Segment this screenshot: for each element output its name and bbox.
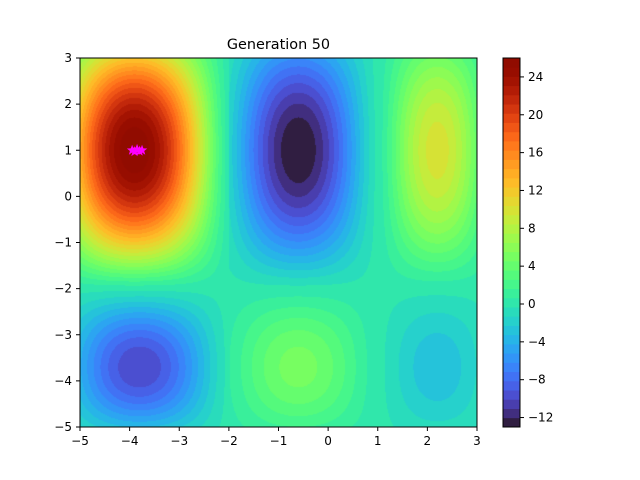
- y-tick-label: 0: [64, 189, 72, 203]
- colorbar-level: [503, 390, 520, 400]
- y-tick-label: 2: [64, 97, 72, 111]
- colorbar-tick-label: −4: [528, 335, 546, 349]
- population-star: [126, 144, 138, 155]
- contour-plot-area: [80, 58, 477, 427]
- y-tick-label: 3: [64, 51, 72, 65]
- colorbar-level: [503, 196, 520, 207]
- colorbar-tick-label: 0: [528, 297, 536, 311]
- colorbar-level: [503, 362, 520, 373]
- colorbar-frame: [502, 57, 521, 428]
- x-tick-label: 1: [374, 434, 382, 448]
- chart-title: Generation 50: [227, 37, 330, 53]
- colorbar-level: [503, 279, 520, 290]
- y-tick-label: −3: [54, 328, 72, 342]
- colorbar-level: [503, 325, 520, 336]
- colorbar-level: [503, 214, 520, 225]
- x-tick-label: 2: [424, 434, 432, 448]
- y-tick-label: 1: [64, 143, 72, 157]
- y-axis: −5 −4 −3 −2 −1 0 1 2 3: [54, 51, 80, 434]
- colorbar-level: [503, 177, 520, 188]
- colorbar-level: [503, 67, 520, 77]
- colorbar-level: [503, 371, 520, 382]
- colorbar-level: [503, 131, 520, 142]
- colorbar-level: [503, 150, 520, 160]
- population-star: [129, 146, 140, 157]
- colorbar-level: [503, 270, 520, 280]
- y-tick-label: −5: [54, 420, 72, 434]
- colorbar-tick-label: 4: [528, 259, 536, 273]
- colorbar-level: [503, 104, 520, 114]
- colorbar-level: [503, 224, 520, 234]
- colorbar-level: [503, 260, 520, 271]
- colorbar-level: [503, 316, 520, 326]
- x-tick-label: −1: [270, 434, 288, 448]
- colorbar-level: [503, 94, 520, 105]
- y-tick-label: −4: [54, 374, 72, 388]
- colorbar-level: [503, 288, 520, 299]
- colorbar-level: [503, 251, 520, 262]
- x-tick-label: 3: [473, 434, 481, 448]
- colorbar-level: [503, 113, 520, 123]
- x-axis: −5 −4 −3 −2 −1 0 1 2 3: [71, 427, 481, 448]
- colorbar-level: [503, 58, 520, 68]
- contour-fill: [80, 58, 477, 427]
- colorbar-level: [503, 76, 520, 87]
- colorbar-level: [503, 380, 520, 391]
- colorbar-level: [503, 334, 520, 345]
- x-tick-label: −2: [220, 434, 238, 448]
- x-tick-label: −4: [121, 434, 139, 448]
- colorbar: −12 −8 −4 0 4 8 12 16 20 24: [502, 57, 553, 428]
- colorbar-tick-label: 24: [528, 70, 543, 84]
- colorbar-level: [503, 242, 520, 253]
- colorbar-level: [503, 122, 520, 133]
- colorbar-tick-label: 8: [528, 221, 536, 235]
- colorbar-tick-label: 12: [528, 183, 543, 197]
- colorbar-tick-label: 16: [528, 146, 543, 160]
- colorbar-tick-label: −12: [528, 411, 553, 425]
- colorbar-level: [503, 159, 520, 170]
- colorbar-level: [503, 353, 520, 363]
- population-star: [131, 143, 143, 154]
- colorbar-level: [503, 307, 520, 317]
- colorbar-level: [503, 187, 520, 197]
- x-tick-label: 0: [324, 434, 332, 448]
- y-tick-label: −1: [54, 236, 72, 250]
- colorbar-level: [503, 168, 520, 179]
- colorbar-level: [503, 343, 520, 354]
- x-tick-label: −3: [170, 434, 188, 448]
- colorbar-level: [503, 85, 520, 96]
- x-tick-label: −5: [71, 434, 89, 448]
- colorbar-tick-label: 20: [528, 108, 543, 122]
- population-markers: [126, 143, 148, 157]
- colorbar-level: [503, 141, 520, 151]
- y-tick-label: −2: [54, 282, 72, 296]
- colorbar-level: [503, 205, 520, 216]
- colorbar-level: [503, 399, 520, 409]
- colorbar-level: [503, 297, 520, 308]
- colorbar-tick-label: −8: [528, 373, 546, 387]
- colorbar-level: [503, 417, 520, 428]
- colorbar-level: [503, 408, 520, 419]
- population-star: [136, 144, 148, 155]
- colorbar-level: [503, 233, 520, 243]
